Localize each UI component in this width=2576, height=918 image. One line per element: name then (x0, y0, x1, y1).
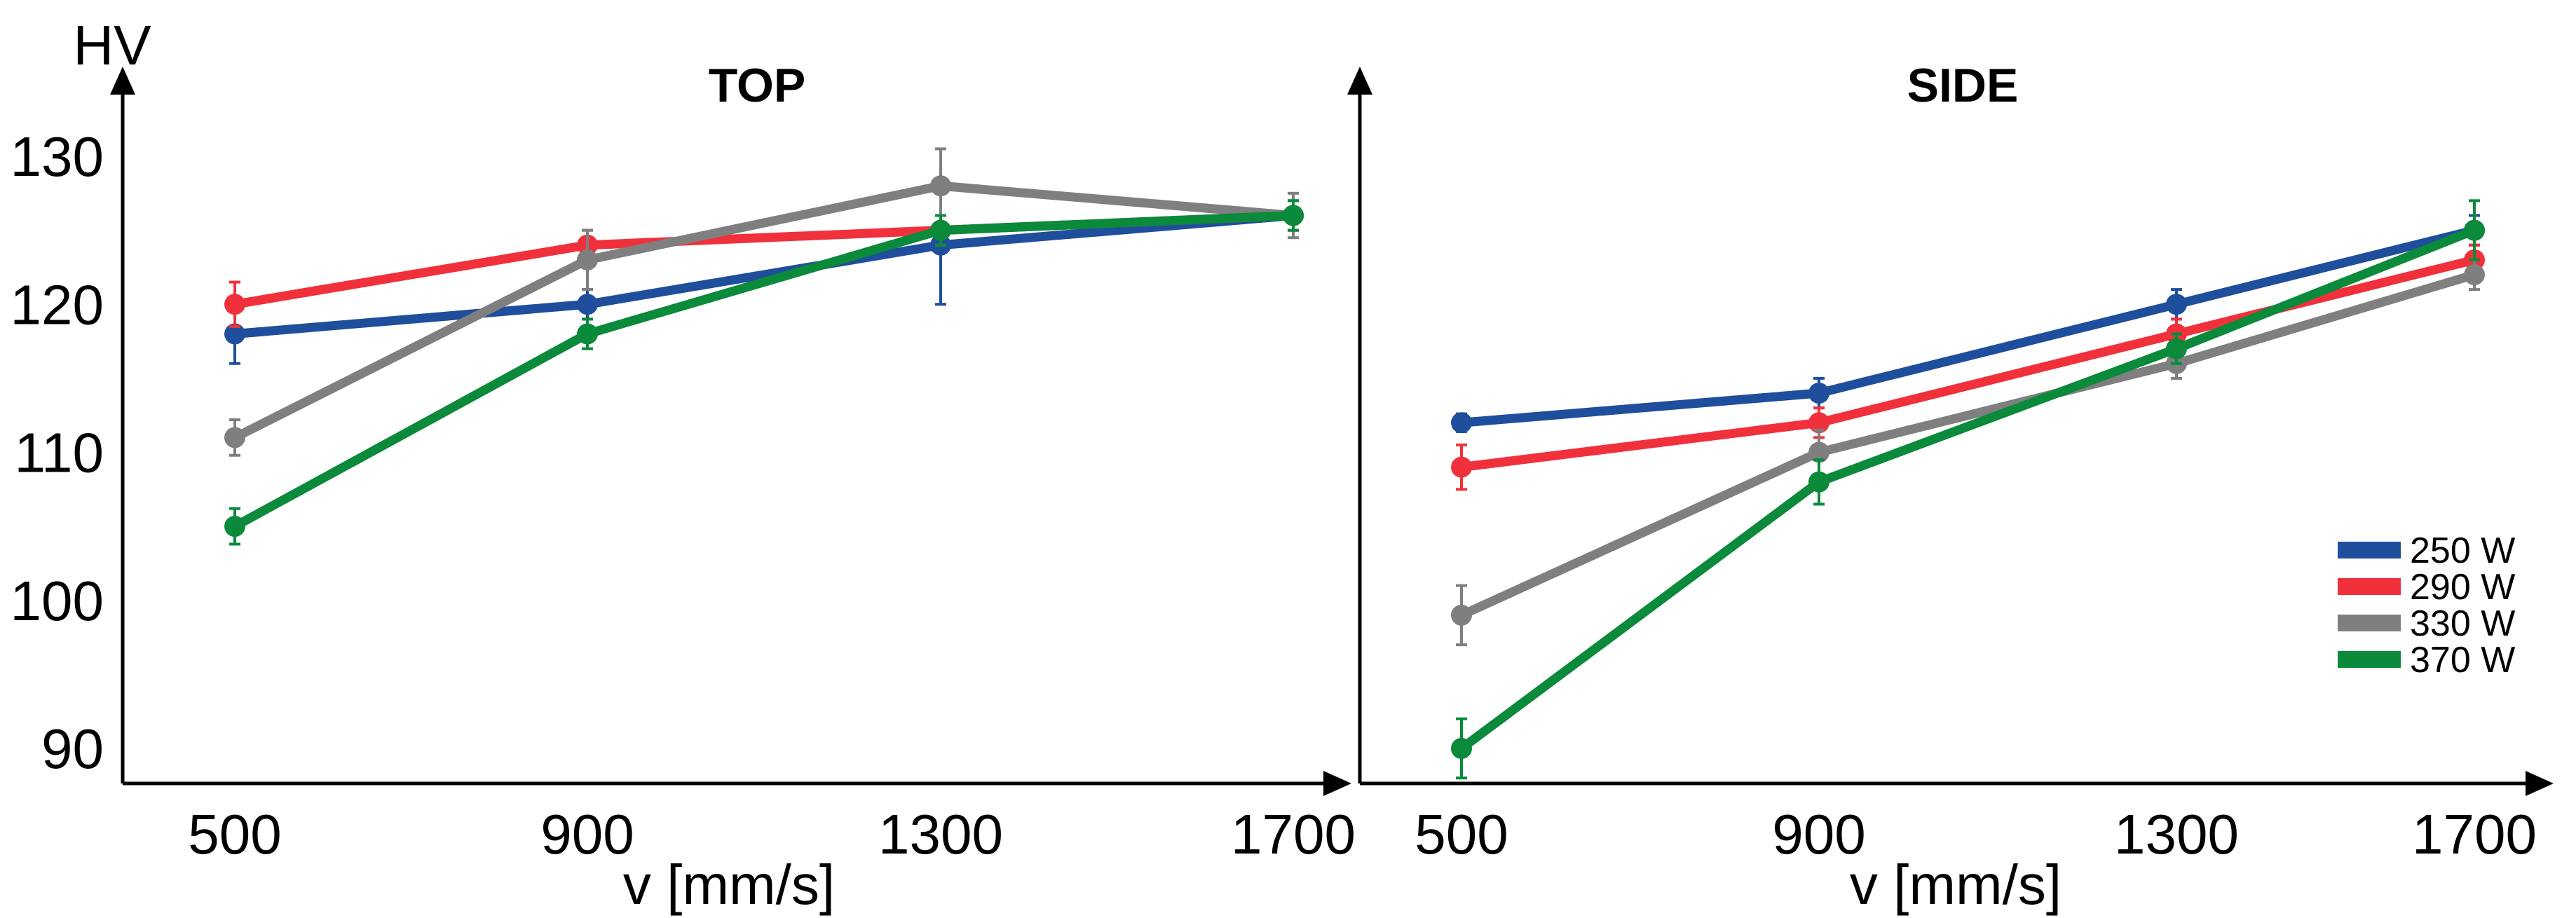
legend-label: 290 W (2410, 567, 2515, 608)
data-point (1808, 383, 1829, 404)
data-point (577, 294, 598, 315)
series-0 (1451, 214, 2485, 434)
data-point (2166, 294, 2187, 315)
y-axis-arrow (110, 67, 135, 95)
legend-label: 330 W (2410, 603, 2515, 644)
data-point (1451, 456, 1472, 478)
data-point (2464, 219, 2485, 241)
data-point (1808, 471, 1829, 493)
x-tick-label: 900 (1772, 803, 1865, 865)
data-point (224, 516, 245, 537)
data-point (577, 323, 598, 345)
data-point (1451, 604, 1472, 626)
series-line (232, 211, 1294, 530)
y-tick-label: 110 (14, 422, 104, 484)
legend-label: 370 W (2410, 640, 2515, 680)
series-3 (1451, 199, 2485, 780)
data-point (1808, 441, 1829, 463)
legend-label: 250 W (2410, 530, 2515, 571)
series-line (233, 181, 1294, 442)
x-tick-label: 1700 (1231, 803, 1356, 865)
data-point (930, 219, 951, 241)
data-point (930, 175, 951, 197)
series-line (1459, 226, 2476, 753)
x-tick-label: 500 (1415, 803, 1508, 865)
series-line (1461, 255, 2476, 472)
x-axis-label: v [mm/s] (623, 854, 835, 916)
x-tick-label: 1300 (878, 803, 1003, 865)
y-tick-label: 100 (11, 570, 104, 632)
chart-panel-0: HV 90 100 110 120 130 TOP 500 900 1300 1700 v [mm/s… (11, 14, 1356, 916)
legend-swatch (2338, 542, 2401, 559)
x-tick-label: 1700 (2412, 803, 2537, 865)
y-axis-arrow (1347, 67, 1372, 95)
series-1 (1451, 243, 2485, 491)
x-axis-arrow (1323, 771, 1351, 796)
x-axis-arrow (2526, 771, 2554, 796)
x-axis-label: v [mm/s] (1850, 854, 2062, 916)
data-point (2464, 264, 2485, 285)
chart-title: SIDE (1907, 59, 2019, 112)
series-line (234, 211, 1294, 338)
legend-swatch (2338, 651, 2401, 668)
y-tick-label: 120 (11, 273, 104, 336)
x-tick-label: 500 (188, 803, 281, 865)
data-point (224, 323, 245, 345)
y-tick-label: 130 (11, 125, 104, 188)
x-tick-label: 1300 (2114, 803, 2239, 865)
series-3 (224, 199, 1304, 546)
data-point (577, 249, 598, 270)
series-line (1461, 226, 2476, 427)
legend-swatch (2338, 615, 2401, 631)
x-tick-label: 900 (540, 803, 634, 865)
y-axis-label: HV (73, 14, 151, 76)
data-point (1283, 205, 1304, 226)
data-point (1451, 738, 1472, 759)
data-point (2166, 338, 2187, 359)
legend-swatch (2338, 578, 2401, 595)
y-tick-label: 90 (41, 718, 104, 780)
data-point (224, 427, 245, 448)
series-line (1459, 270, 2476, 619)
data-point (1451, 412, 1472, 434)
data-point (1808, 412, 1829, 434)
data-point (224, 294, 245, 315)
series-2 (224, 147, 1304, 457)
chart-title: TOP (709, 59, 806, 112)
